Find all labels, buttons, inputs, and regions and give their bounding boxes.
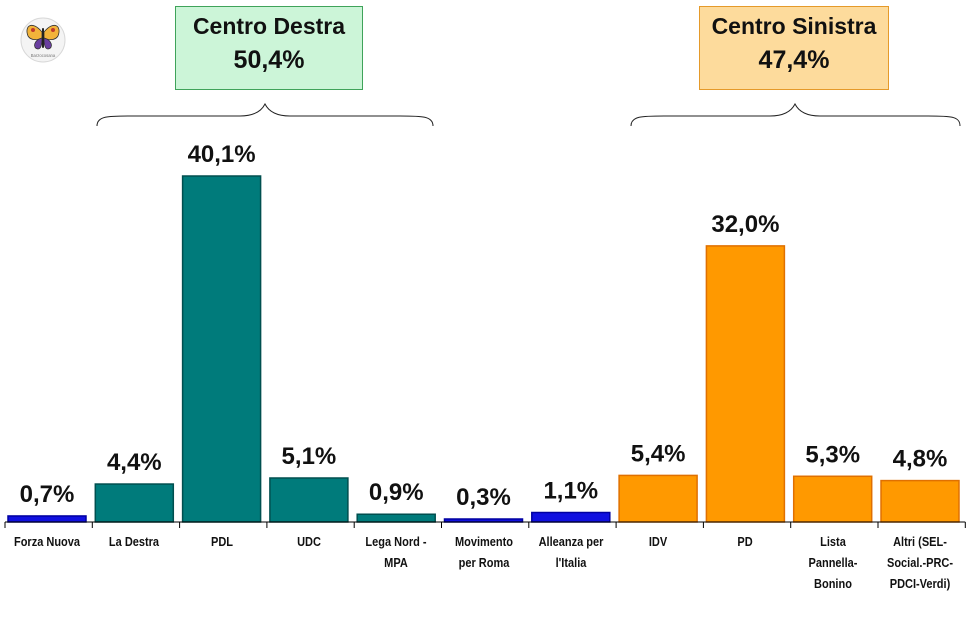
bar-1: [94, 483, 175, 523]
x-tick-label-7: IDV: [620, 532, 696, 553]
bar-10: [880, 479, 960, 523]
bar-7: [618, 474, 698, 523]
bar-9: [792, 475, 873, 523]
x-tick-label-6: Alleanza per l'Italia: [533, 532, 609, 574]
data-label-2: 40,1%: [188, 141, 256, 168]
x-tick-label-line: Bonino: [813, 577, 852, 591]
x-tick-label-line: Lega Nord -: [365, 535, 427, 549]
x-tick-label-line: Altri (SEL-: [893, 535, 947, 549]
x-tick-label-line: PDL: [210, 535, 233, 549]
centro-sinistra-label: Centro Sinistra: [711, 13, 877, 39]
data-label-4: 0,9%: [369, 479, 424, 506]
centro-destra-value: 50,4%: [233, 46, 305, 74]
data-label-3: 5,1%: [282, 443, 337, 470]
logo-text: Barzocosana: [31, 53, 56, 58]
bar-0: [7, 515, 87, 523]
centro-destra-brace: [96, 102, 434, 127]
x-tick-label-2: PDL: [184, 532, 260, 553]
centro-destra-box: Centro Destra 50,4%: [175, 6, 363, 90]
data-label-9: 5,3%: [805, 441, 860, 468]
x-tick-label-line: La Destra: [109, 535, 160, 549]
x-tick-label-line: PD: [737, 535, 754, 549]
bar-6: [531, 511, 611, 523]
centro-destra-label: Centro Destra: [192, 13, 346, 39]
bar-8: [705, 245, 786, 523]
x-tick-label-3: UDC: [271, 532, 347, 553]
x-tick-label-line: UDC: [296, 535, 321, 549]
x-tick-label-8: PD: [708, 532, 784, 553]
butterfly-logo: Barzocosana: [20, 17, 66, 63]
x-tick-label-line: Lista: [819, 535, 846, 549]
x-tick-label-line: Movimento: [454, 535, 513, 549]
centro-sinistra-value: 47,4%: [758, 46, 830, 74]
bar-3: [269, 477, 349, 523]
x-tick-label-4: Lega Nord - MPA: [358, 532, 434, 574]
centro-sinistra-brace: [630, 102, 961, 127]
data-label-0: 0,7%: [20, 481, 75, 508]
x-tick-label-1: La Destra: [96, 532, 172, 553]
data-label-8: 32,0%: [711, 211, 779, 238]
x-tick-label-line: Pannella-: [808, 556, 858, 570]
x-tick-label-9: Lista Pannella- Bonino: [795, 532, 871, 595]
x-tick-label-0: Forza Nuova: [9, 532, 85, 553]
x-tick-label-line: Social.-PRC-: [886, 556, 953, 570]
data-label-5: 0,3%: [456, 484, 511, 511]
x-tick-label-line: IDV: [648, 535, 668, 549]
centro-sinistra-box: Centro Sinistra 47,4%: [699, 6, 889, 90]
x-tick-label-line: PDCI-Verdi): [889, 577, 951, 591]
data-label-7: 5,4%: [631, 440, 686, 467]
x-tick-label-line: MPA: [384, 556, 408, 570]
x-tick-label-10: Altri (SEL- Social.-PRC- PDCI-Verdi): [882, 532, 958, 595]
x-tick-label-line: Alleanza per: [538, 535, 604, 549]
data-label-1: 4,4%: [107, 449, 162, 476]
x-tick-label-5: Movimento per Roma: [446, 532, 522, 574]
x-tick-label-line: per Roma: [458, 556, 509, 570]
data-label-6: 1,1%: [543, 478, 598, 505]
data-label-10: 4,8%: [893, 446, 948, 473]
bar-4: [356, 513, 436, 523]
bar-2: [181, 175, 262, 523]
x-tick-label-line: l'Italia: [555, 556, 587, 570]
x-tick-label-line: Forza Nuova: [13, 535, 80, 549]
